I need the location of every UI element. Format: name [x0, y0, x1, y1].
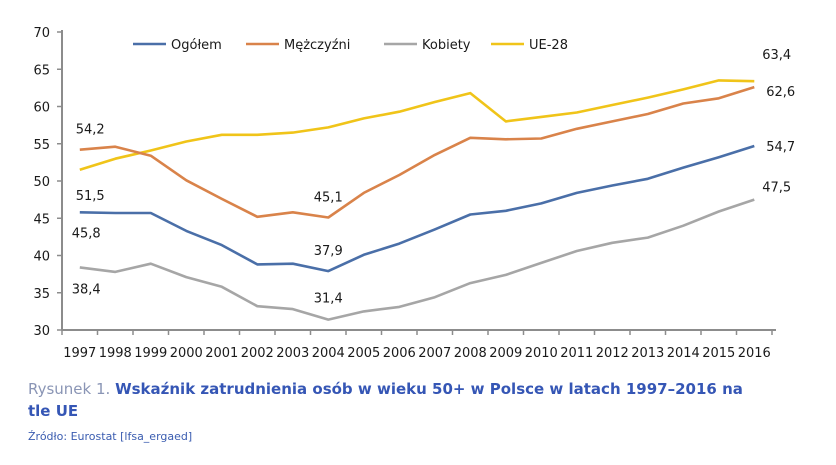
legend-label: Ogółem [171, 38, 222, 53]
series-line-mężczyźni [79, 85, 755, 219]
y-tick-label: 55 [33, 138, 50, 153]
data-label: 54,7 [766, 140, 795, 155]
x-tick-label: 1997 [63, 346, 96, 361]
x-tick-label: 2016 [738, 346, 771, 361]
y-tick-label: 35 [33, 287, 50, 302]
legend-label: Mężczyźni [284, 38, 350, 53]
data-label: 62,6 [766, 85, 795, 100]
y-tick-label: 60 [33, 101, 50, 116]
x-tick-label: 2014 [667, 346, 700, 361]
x-tick-label: 2010 [525, 346, 558, 361]
y-tick-label: 45 [33, 212, 50, 227]
data-label: 38,4 [72, 282, 101, 297]
x-tick-label: 2003 [276, 346, 309, 361]
data-label: 51,5 [76, 189, 105, 204]
data-label: 37,9 [314, 244, 343, 259]
y-tick-label: 50 [33, 175, 50, 190]
x-tick-label: 1998 [99, 346, 132, 361]
series-lines [79, 79, 755, 321]
x-tick-label: 2000 [170, 346, 203, 361]
source-note: Źródło: Eurostat [lfsa_ergaed] [28, 430, 193, 443]
legend: Ogółem Mężczyźni Kobiety UE-28 [133, 38, 568, 53]
x-tick-label: 2001 [205, 346, 238, 361]
data-label: 45,1 [314, 191, 343, 206]
figure-caption: Rysunek 1. Wskaźnik zatrudnienia osób w … [28, 378, 748, 422]
series-line-ogółem [79, 144, 755, 273]
y-tick-label: 30 [33, 324, 50, 339]
caption-title: Wskaźnik zatrudnienia osób w wieku 50+ w… [28, 380, 743, 420]
x-tick-label: 2013 [631, 346, 664, 361]
y-tick-label: 65 [33, 63, 50, 78]
data-labels: 54,2 51,5 45,8 38,4 45,1 37,9 31,4 63,4 62,6 54,7… [72, 48, 795, 306]
y-tick-label: 70 [33, 26, 50, 41]
legend-label: UE-28 [529, 38, 568, 53]
data-label: 45,8 [72, 226, 101, 241]
x-tick-label: 2015 [702, 346, 735, 361]
caption-prefix: Rysunek 1. [28, 380, 116, 398]
data-label: 47,5 [762, 181, 791, 196]
x-tick-label: 2007 [418, 346, 451, 361]
series-line-ue-28 [79, 79, 755, 172]
series-line-kobiety [79, 198, 755, 321]
data-label: 31,4 [314, 292, 343, 307]
data-label: 63,4 [762, 48, 791, 63]
legend-label: Kobiety [422, 38, 471, 53]
y-tick-label: 40 [33, 250, 50, 265]
x-tick-label: 2006 [383, 346, 416, 361]
x-tick-label: 2005 [347, 346, 380, 361]
x-tick-label: 2009 [489, 346, 522, 361]
data-label: 54,2 [76, 123, 105, 138]
x-tick-label: 2008 [454, 346, 487, 361]
x-tick-label: 1999 [134, 346, 167, 361]
x-tick-label: 2011 [560, 346, 593, 361]
x-tick-label: 2002 [241, 346, 274, 361]
x-tick-label: 2012 [596, 346, 629, 361]
x-tick-label: 2004 [312, 346, 345, 361]
